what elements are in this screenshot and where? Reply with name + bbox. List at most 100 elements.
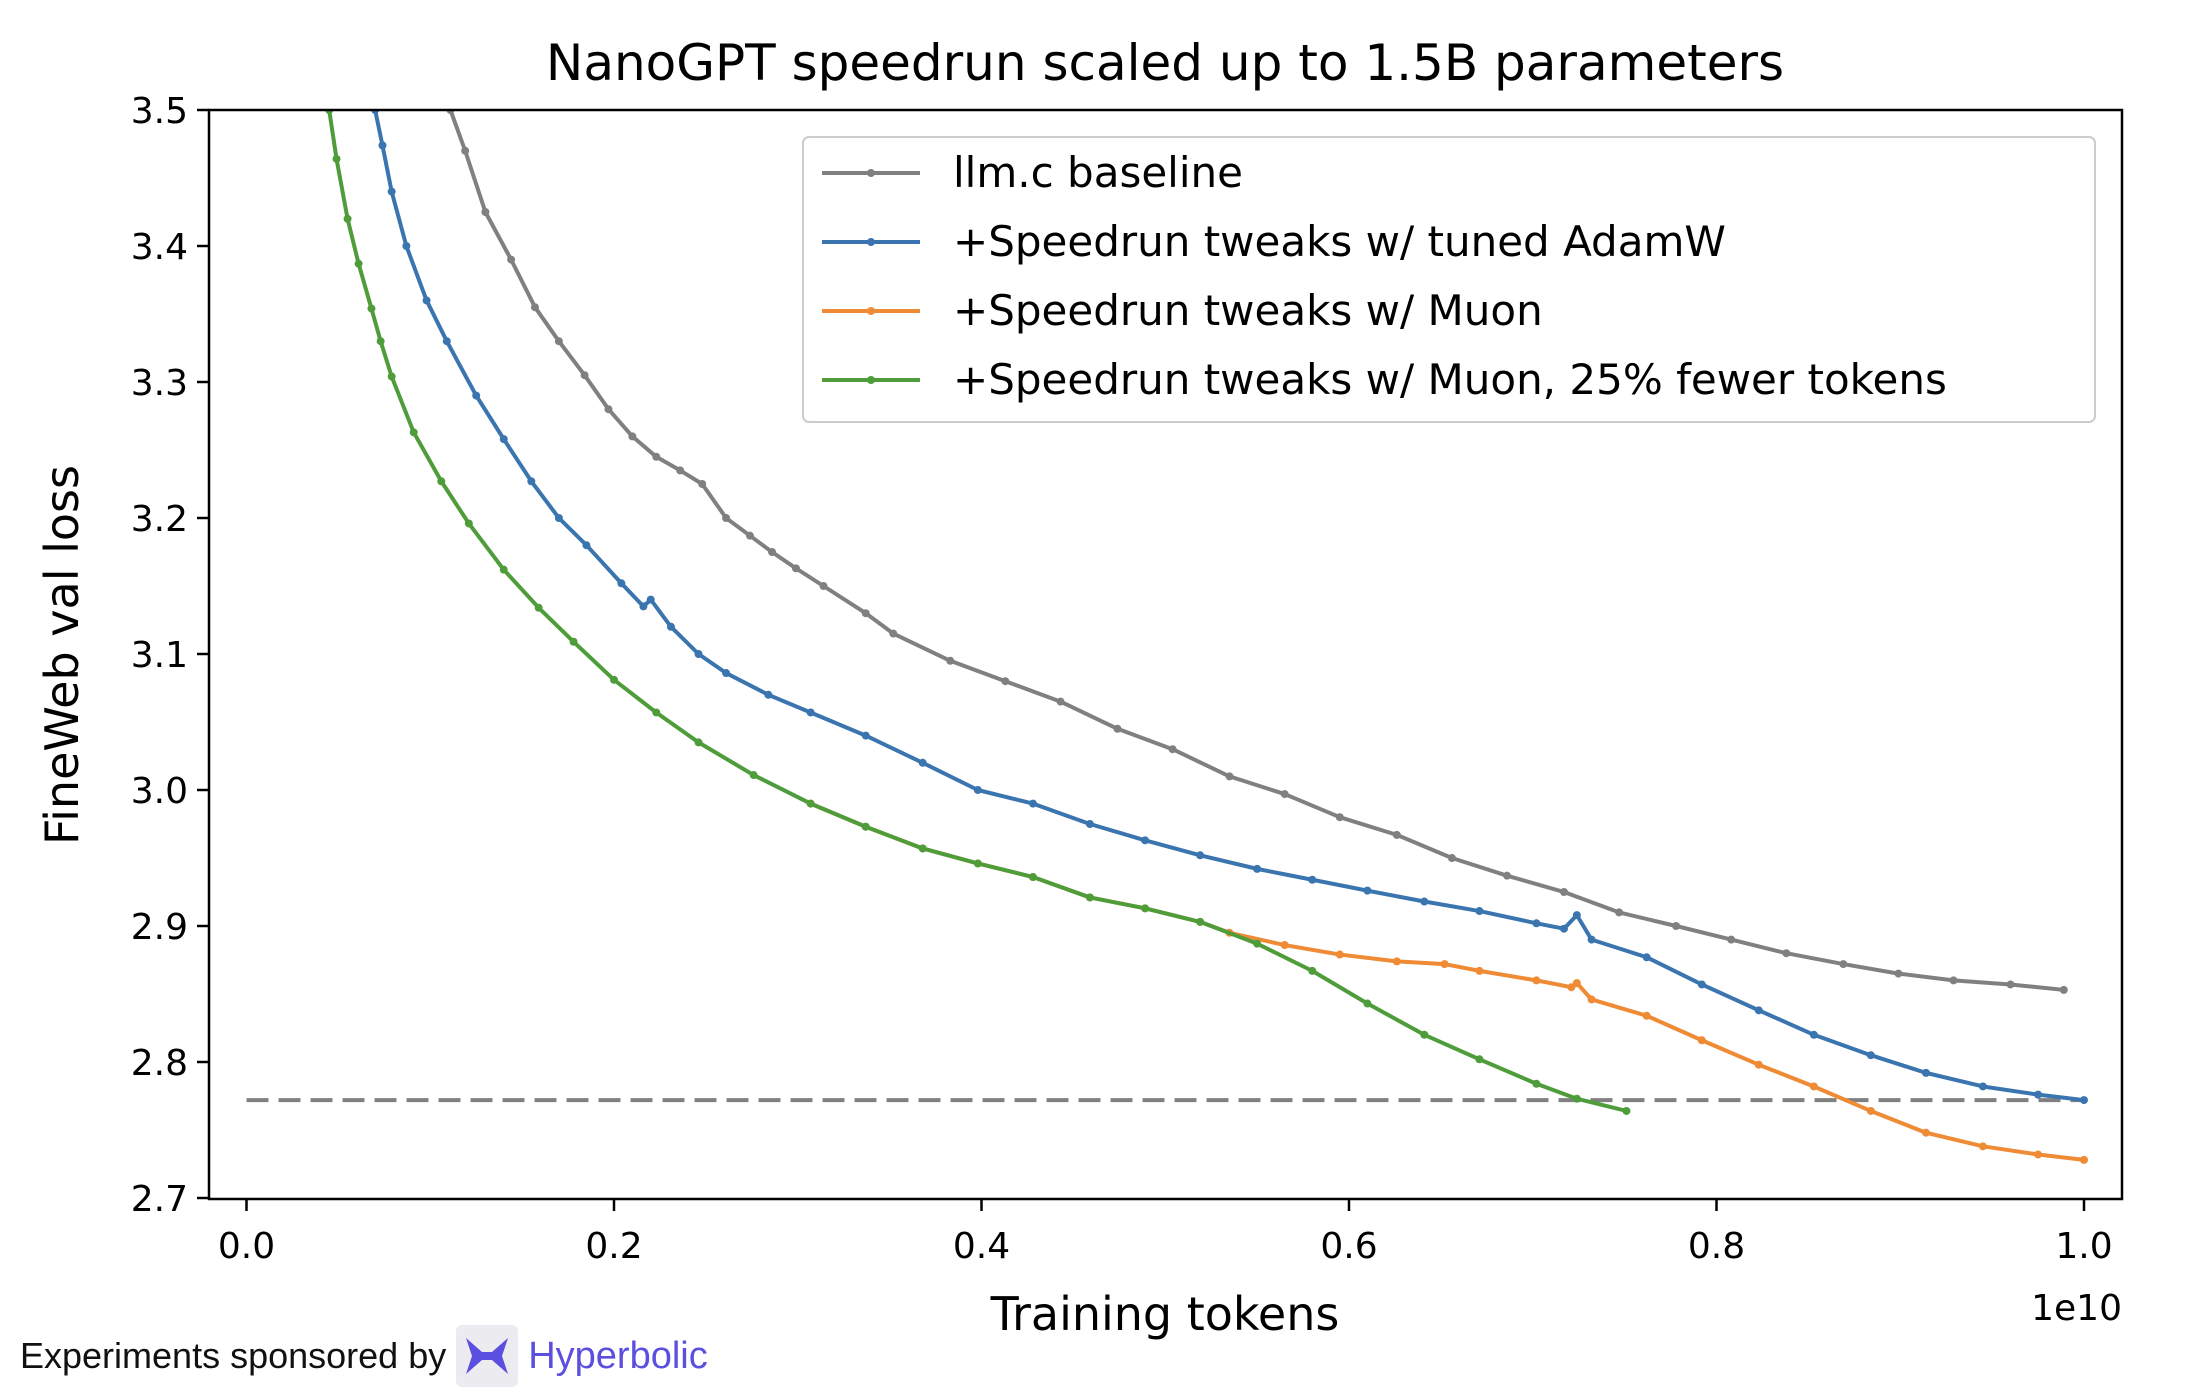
data-point bbox=[499, 565, 508, 574]
data-point bbox=[1782, 949, 1791, 958]
data-point bbox=[1642, 953, 1651, 962]
data-point bbox=[437, 477, 446, 486]
data-point bbox=[378, 141, 387, 150]
data-point bbox=[1622, 1106, 1631, 1115]
data-point bbox=[1475, 1055, 1484, 1064]
data-point bbox=[1572, 979, 1581, 988]
x-tick-label: 1.0 bbox=[2055, 1226, 2112, 1267]
data-point bbox=[676, 466, 685, 475]
data-point bbox=[889, 629, 898, 638]
data-point bbox=[1308, 966, 1317, 975]
sponsor-brand: Hyperbolic bbox=[528, 1334, 708, 1377]
data-point bbox=[1475, 907, 1484, 916]
data-point bbox=[806, 708, 815, 717]
data-point bbox=[527, 477, 536, 486]
x-offset-label: 1e10 bbox=[2031, 1288, 2122, 1329]
data-point bbox=[1754, 1006, 1763, 1015]
data-point bbox=[1978, 1082, 1987, 1091]
data-point bbox=[1697, 980, 1706, 989]
data-point bbox=[1921, 1128, 1930, 1137]
data-point bbox=[819, 582, 828, 590]
data-point bbox=[461, 146, 470, 155]
data-point bbox=[861, 609, 870, 618]
data-point bbox=[1921, 1068, 1930, 1077]
data-point bbox=[652, 452, 661, 461]
data-point bbox=[1085, 820, 1094, 828]
data-point bbox=[666, 622, 675, 631]
data-point bbox=[861, 822, 870, 831]
x-axis-label: Training tokens bbox=[990, 1287, 1340, 1341]
legend-label: llm.c baseline bbox=[953, 148, 1243, 197]
y-tick-label: 2.8 bbox=[131, 1043, 188, 1084]
data-point bbox=[332, 154, 341, 163]
legend-box bbox=[802, 136, 2096, 423]
data-point bbox=[698, 480, 707, 488]
data-point bbox=[1225, 772, 1234, 781]
data-point bbox=[1363, 999, 1372, 1008]
data-point bbox=[1567, 983, 1576, 992]
data-point bbox=[1754, 1060, 1763, 1069]
data-point bbox=[764, 690, 773, 699]
data-point bbox=[646, 595, 655, 604]
x-tick-label: 0.8 bbox=[1688, 1226, 1745, 1267]
data-point bbox=[1253, 939, 1262, 948]
data-point bbox=[1475, 966, 1484, 975]
data-point bbox=[806, 799, 815, 808]
data-point bbox=[1866, 1106, 1875, 1115]
data-point bbox=[507, 255, 516, 264]
data-point bbox=[1559, 924, 1568, 933]
data-point bbox=[973, 859, 982, 868]
data-point bbox=[749, 771, 758, 780]
series-0 bbox=[446, 110, 2068, 994]
series-3 bbox=[325, 110, 1631, 1115]
y-tick-label: 3.2 bbox=[131, 499, 188, 540]
hyperbolic-logo-icon bbox=[456, 1325, 519, 1387]
data-point bbox=[2080, 1155, 2088, 1164]
data-point bbox=[2059, 985, 2068, 994]
data-point bbox=[387, 187, 396, 196]
data-point bbox=[534, 603, 543, 612]
data-point bbox=[376, 337, 385, 346]
data-point bbox=[791, 564, 800, 573]
x-tick-label: 0.6 bbox=[1320, 1226, 1377, 1267]
data-point bbox=[918, 758, 927, 767]
data-point bbox=[604, 405, 613, 414]
data-point bbox=[530, 303, 539, 312]
data-point bbox=[580, 371, 589, 380]
legend-label: +Speedrun tweaks w/ Muon, 25% fewer toke… bbox=[953, 355, 1947, 404]
data-point bbox=[1028, 873, 1037, 882]
data-point bbox=[1335, 813, 1344, 822]
data-point bbox=[422, 296, 431, 305]
data-point bbox=[628, 432, 637, 441]
data-point bbox=[1572, 911, 1581, 920]
data-point bbox=[1392, 830, 1401, 839]
data-point bbox=[1308, 875, 1317, 884]
y-tick-label: 3.3 bbox=[131, 363, 188, 404]
y-tick-label: 3.5 bbox=[131, 91, 188, 132]
data-point bbox=[472, 391, 481, 400]
data-point bbox=[1196, 851, 1205, 860]
data-point bbox=[1809, 1030, 1818, 1039]
data-point bbox=[694, 650, 703, 658]
data-point bbox=[1894, 969, 1903, 978]
data-point bbox=[1672, 922, 1681, 930]
data-point bbox=[1697, 1036, 1706, 1045]
data-point bbox=[1028, 799, 1037, 808]
sponsor-footer: Experiments sponsored by Hyperbolic bbox=[20, 1325, 708, 1387]
legend-marker bbox=[867, 169, 875, 177]
x-tick-label: 0.2 bbox=[585, 1226, 642, 1267]
data-point bbox=[1978, 1142, 1987, 1151]
data-point bbox=[1447, 854, 1456, 862]
data-point bbox=[918, 844, 927, 853]
data-point bbox=[554, 514, 563, 522]
data-point bbox=[499, 435, 508, 444]
data-point bbox=[1587, 935, 1596, 944]
data-point bbox=[1532, 1079, 1541, 1088]
x-tick-label: 0.4 bbox=[953, 1226, 1010, 1267]
chart-title: NanoGPT speedrun scaled up to 1.5B param… bbox=[546, 34, 1784, 92]
data-point bbox=[1335, 950, 1344, 959]
y-tick-label: 3.1 bbox=[131, 635, 188, 676]
data-point bbox=[464, 519, 473, 528]
data-point bbox=[569, 637, 578, 646]
